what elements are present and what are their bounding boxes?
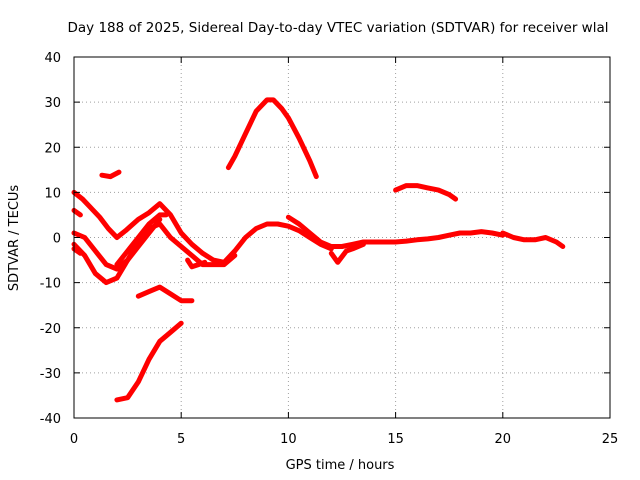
series-arc-7 (114, 212, 169, 268)
series-arc-13 (328, 241, 366, 265)
x-tick-label: 15 (387, 432, 404, 447)
series-layer (71, 97, 566, 403)
series-arc-12 (285, 214, 506, 249)
tick-layer: 0 5 10 15 20 25 -40 -30 -20 -10 0 10 20 30 40 (40, 51, 619, 447)
x-axis-title: GPS time / hours (286, 458, 395, 473)
y-tick-label: 30 (44, 96, 61, 111)
y-tick-label: 0 (53, 232, 61, 247)
y-axis-title: SDTVAR / TECUs (7, 185, 22, 292)
chart-title: Day 188 of 2025, Sidereal Day-to-day VTE… (68, 20, 609, 36)
x-tick-label: 0 (70, 432, 78, 447)
series-arc-5 (71, 246, 83, 256)
x-tick-label: 20 (495, 432, 512, 447)
grid-layer (74, 57, 610, 418)
series-arc-8 (135, 284, 195, 304)
y-tick-label: 20 (44, 141, 61, 156)
y-tick-label: -20 (40, 322, 61, 337)
y-tick-label: 10 (44, 186, 61, 201)
series-arc-14 (393, 183, 459, 202)
series-arc-6 (99, 169, 122, 180)
x-tick-label: 25 (602, 432, 619, 447)
y-tick-label: -10 (40, 277, 61, 292)
series-arc-1 (71, 189, 334, 265)
series-arc-2 (71, 207, 83, 218)
series-arc-15 (500, 230, 566, 249)
series-arc-11 (225, 97, 319, 180)
series-arc-9 (114, 320, 184, 403)
x-tick-label: 5 (177, 432, 185, 447)
y-tick-label: -30 (40, 367, 61, 382)
series-arc-10 (185, 257, 208, 270)
series-arc-3 (71, 216, 163, 272)
y-tick-label: 40 (44, 51, 61, 66)
y-tick-label: -40 (40, 412, 61, 427)
x-tick-label: 10 (280, 432, 297, 447)
series-arc-4 (71, 221, 238, 286)
